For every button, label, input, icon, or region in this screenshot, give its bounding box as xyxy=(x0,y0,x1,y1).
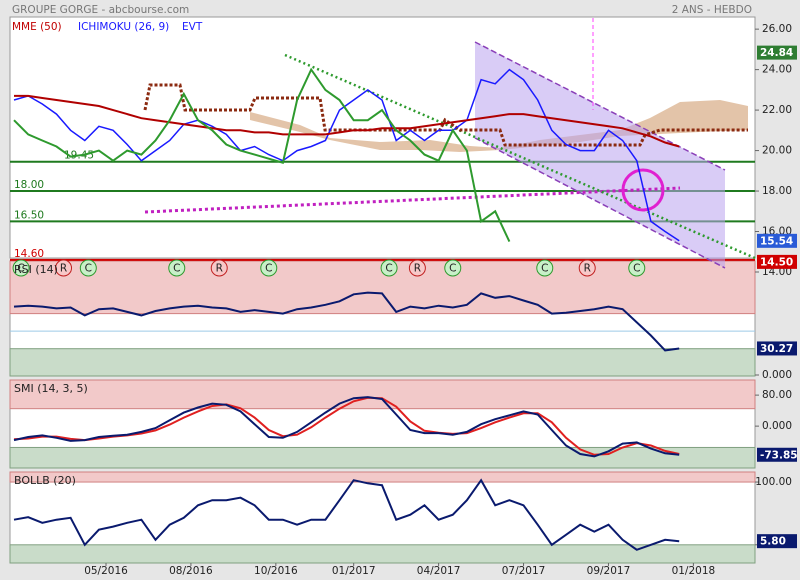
badge-label: 24.84 xyxy=(760,47,793,59)
channel-top xyxy=(474,41,726,171)
x-tick-label: 05/2016 xyxy=(84,565,128,577)
upper-band xyxy=(9,379,756,410)
event-label: C xyxy=(385,263,392,275)
event-marker xyxy=(628,259,646,277)
badge-label: 30.27 xyxy=(760,343,793,355)
lower-band xyxy=(9,544,756,564)
ichimoku-cloud xyxy=(250,100,748,152)
value-badge xyxy=(757,254,797,269)
y-tick-label: 0.000 xyxy=(762,369,792,381)
event-marker xyxy=(408,259,426,277)
event-marker xyxy=(12,259,30,277)
event-marker xyxy=(536,259,554,277)
chart-subtitle: 2 ANS - HEBDO xyxy=(672,4,752,16)
badge-label: 5.80 xyxy=(760,536,786,548)
level-label: 16.50 xyxy=(14,209,44,221)
event-label: C xyxy=(17,263,24,275)
y-tick-label: 0.000 xyxy=(762,420,792,432)
event-marker xyxy=(578,259,596,277)
upper-band xyxy=(9,471,756,483)
y-tick-label: 20.00 xyxy=(762,145,792,157)
event-label: C xyxy=(173,263,180,275)
series-line xyxy=(13,291,680,352)
y-tick-label: 26.00 xyxy=(762,23,792,35)
event-label: C xyxy=(449,263,456,275)
x-tick-label: 10/2016 xyxy=(254,565,298,577)
y-tick-label: 24.00 xyxy=(762,64,792,76)
resistance-line xyxy=(284,53,756,260)
event-label: C xyxy=(265,263,272,275)
lower-band xyxy=(9,348,756,377)
event-marker xyxy=(260,259,278,277)
y-tick-label: 100.00 xyxy=(755,476,792,488)
panel-backgrounds xyxy=(9,16,756,564)
value-badge xyxy=(757,233,797,248)
x-tick-label: 01/2018 xyxy=(672,565,716,577)
badge-label: 14.50 xyxy=(760,256,793,268)
x-tick-label: 01/2017 xyxy=(332,565,376,577)
legend-entry: ICHIMOKU (26, 9) xyxy=(78,21,169,33)
panel-title: SMI (14, 3, 5) xyxy=(14,382,88,395)
y-tick-label: 80.00 xyxy=(762,389,792,401)
value-badge xyxy=(757,534,797,549)
value-badge xyxy=(757,45,797,60)
series-line xyxy=(14,94,680,148)
badge-label: -73.85 xyxy=(760,449,798,461)
event-label: R xyxy=(216,263,223,275)
header: GROUPE GORGE - abcbourse.com 2 ANS - HEB… xyxy=(12,4,752,16)
event-marker xyxy=(168,259,186,277)
value-badge xyxy=(757,447,797,462)
badge-label: 15.54 xyxy=(760,235,793,247)
event-marker xyxy=(380,259,398,277)
y-tick-label: 22.00 xyxy=(762,104,792,116)
event-label: R xyxy=(414,263,421,275)
event-label: C xyxy=(541,263,548,275)
x-tick-label: 09/2017 xyxy=(587,565,631,577)
x-tick-label: 07/2017 xyxy=(502,565,546,577)
event-marker xyxy=(79,259,97,277)
series-line xyxy=(13,68,680,242)
y-tick-label: 18.00 xyxy=(762,185,792,197)
series-line xyxy=(13,478,680,551)
panel-title: RSI (14) xyxy=(14,263,58,276)
y-tick-label: 14.00 xyxy=(762,266,792,278)
level-label: 14.60 xyxy=(14,248,44,260)
x-tick-label: 08/2016 xyxy=(169,565,213,577)
legend-entry: MME (50) xyxy=(12,21,62,33)
event-marker xyxy=(55,259,73,277)
panel-title: BOLLB (20) xyxy=(14,474,76,487)
legend-entry: EVT xyxy=(182,21,203,33)
event-label: R xyxy=(60,263,67,275)
lower-band xyxy=(9,446,756,469)
level-label: 18.00 xyxy=(14,179,44,191)
series-line xyxy=(13,396,680,458)
event-label: C xyxy=(85,263,92,275)
event-label: R xyxy=(584,263,591,275)
support-line xyxy=(144,186,681,214)
event-marker xyxy=(210,259,228,277)
x-tick-label: 04/2017 xyxy=(417,565,461,577)
series-line xyxy=(13,67,511,243)
highlight-circle xyxy=(621,168,665,212)
chart-title: GROUPE GORGE - abcbourse.com xyxy=(12,4,189,16)
event-marker xyxy=(444,259,462,277)
event-label: C xyxy=(633,263,640,275)
value-badge xyxy=(757,341,797,356)
channel-bottom xyxy=(474,137,726,269)
